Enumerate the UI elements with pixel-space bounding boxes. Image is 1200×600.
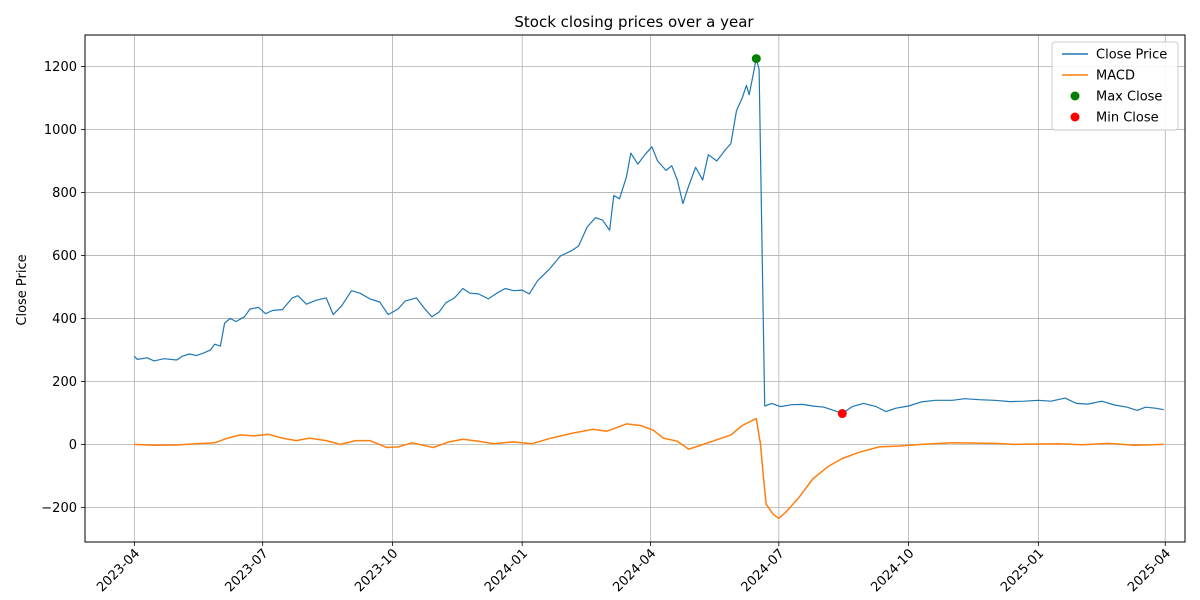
y-tick-label: 0 [69,438,77,453]
y-tick-label: 400 [52,312,77,327]
y-tick-label: 600 [52,249,77,264]
x-tick-label: 2024-04 [610,546,659,595]
x-axis: 2023-04 2023-07 2023-10 2024-01 2024-04 2024-… [94,542,1174,595]
legend-swatch-max-close [1070,91,1080,101]
y-tick-label: 800 [52,186,77,201]
chart-title: Stock closing prices over a year [514,13,754,31]
x-tick-label: 2024-01 [482,546,531,595]
legend-label-close-price: Close Price [1096,48,1167,63]
legend-label-max-close: Max Close [1096,90,1162,105]
series-layer [133,58,1164,520]
max-close-point [751,54,761,64]
macd-line [134,417,1164,520]
legend-swatch-min-close [1070,112,1080,122]
x-tick-label: 2023-10 [352,546,401,595]
y-axis-title: Close Price [15,254,30,325]
close-price-line [133,58,1164,415]
y-axis: −200 0 200 400 600 800 1000 1200 [41,60,85,516]
x-tick-label: 2025-01 [998,546,1047,595]
x-tick-label: 2023-04 [94,546,143,595]
marker-layer [751,54,847,419]
min-close-point [837,409,847,419]
legend: Close Price MACD Max Close Min Close [1051,41,1179,131]
x-tick-label: 2025-04 [1125,546,1174,595]
y-tick-label: 200 [52,375,77,390]
x-tick-label: 2024-07 [739,546,788,595]
x-tick-label: 2024-10 [868,546,917,595]
y-tick-label: 1200 [44,60,77,75]
plot-area-frame [84,34,1186,543]
grid [85,35,1185,542]
legend-label-macd: MACD [1096,69,1135,84]
y-tick-label: 1000 [44,123,77,138]
legend-box [1051,41,1179,131]
x-tick-label: 2023-07 [222,546,271,595]
y-tick-label: −200 [41,501,77,516]
legend-label-min-close: Min Close [1096,111,1159,126]
